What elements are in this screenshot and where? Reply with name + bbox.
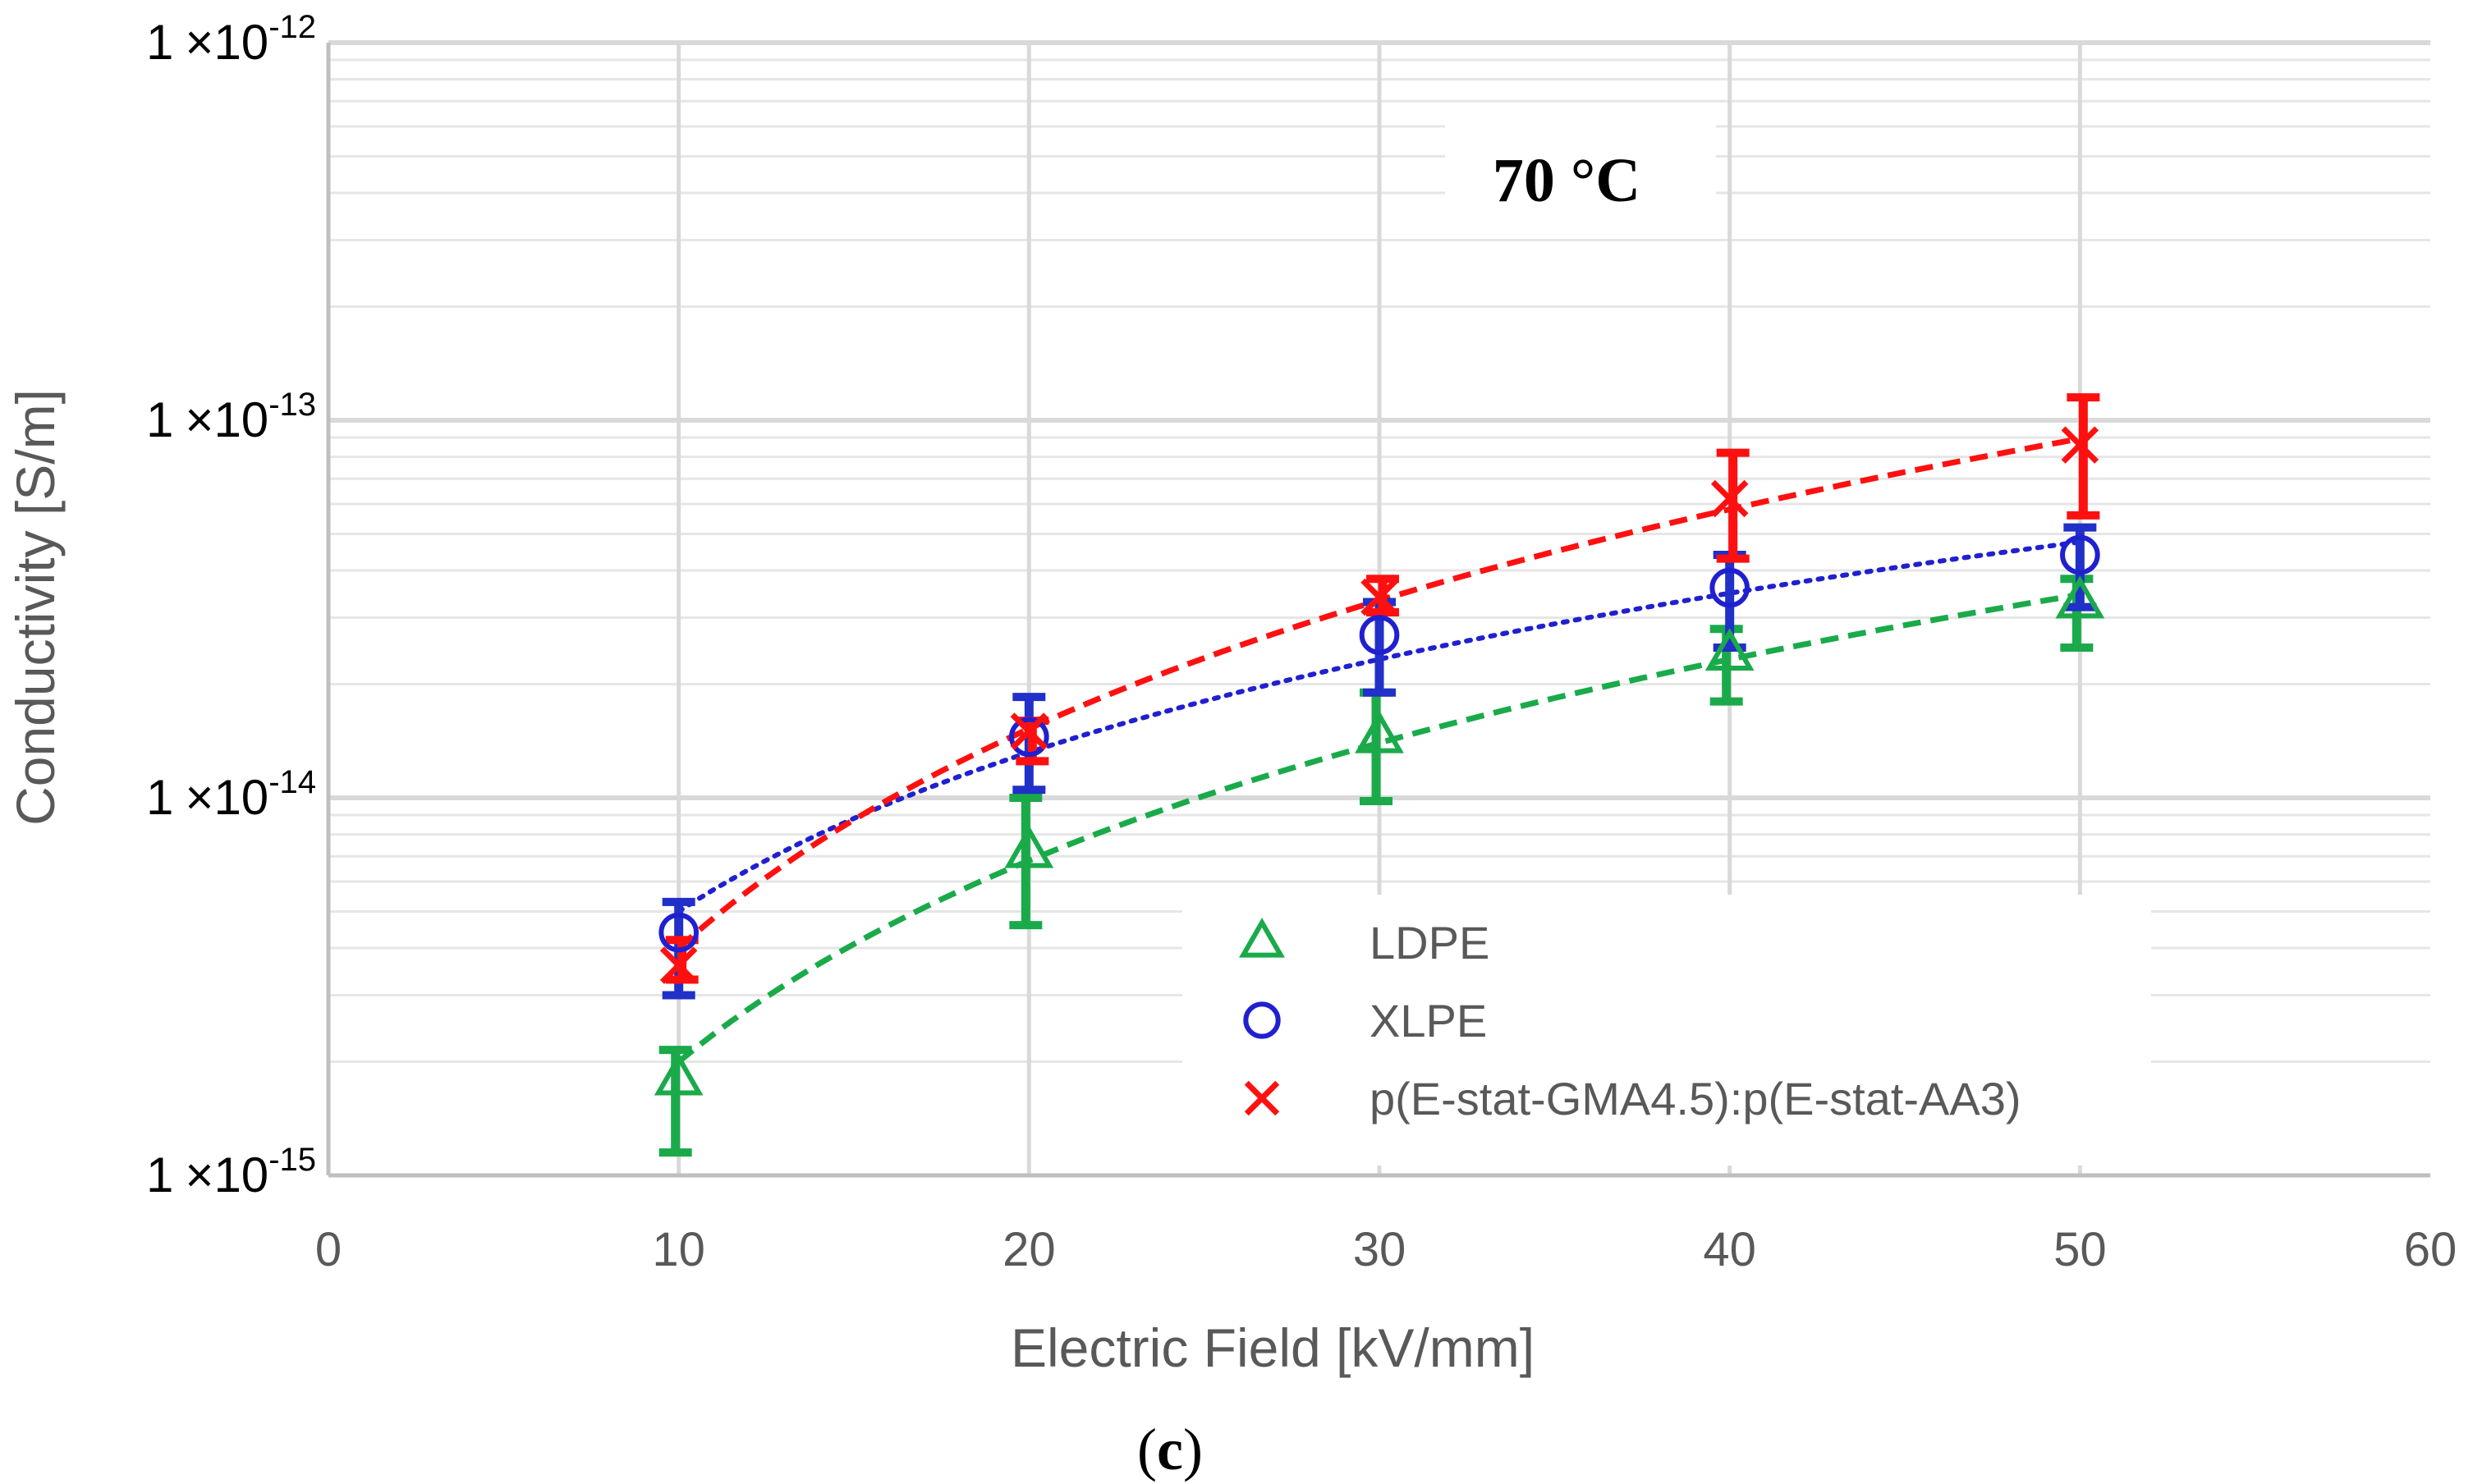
x-tick-label: 30 xyxy=(1353,1223,1406,1276)
data-point xyxy=(1009,717,1049,758)
circle-marker-shape xyxy=(1709,567,1750,608)
y-tick-label: 1 ×10-14 xyxy=(146,764,316,825)
data-point xyxy=(1709,567,1750,608)
temperature-annotation: 70 °C xyxy=(1493,146,1640,215)
x-marker-stroke xyxy=(2061,426,2099,464)
y-tick-exponent: -13 xyxy=(268,387,316,423)
circle-marker-shape xyxy=(658,912,699,953)
annotation-box xyxy=(1445,123,1716,238)
legend-marker xyxy=(1243,1001,1281,1039)
triangle-marker-shape xyxy=(654,1052,704,1096)
caption-open: ( xyxy=(1137,1417,1157,1482)
data-points xyxy=(654,426,2105,1096)
y-tick-base: 10 xyxy=(213,392,268,447)
y-tick-exponent: -15 xyxy=(268,1142,316,1178)
y-tick-times: × xyxy=(185,770,213,825)
x-tick-label: 0 xyxy=(315,1223,342,1276)
trend-line-2 xyxy=(676,539,2083,914)
legend-item: LDPE xyxy=(1239,917,1489,969)
triangle-marker-shape xyxy=(1004,825,1054,868)
y-tick-label: 1 ×10-13 xyxy=(146,387,316,447)
x-marker-stroke xyxy=(1710,479,1749,518)
x-marker-stroke xyxy=(1360,578,1398,616)
triangle-marker-shape xyxy=(1239,917,1285,958)
data-point xyxy=(2061,426,2099,464)
data-point xyxy=(2055,575,2105,619)
data-point xyxy=(659,946,698,984)
axes xyxy=(326,43,2430,1178)
data-point xyxy=(658,912,699,953)
triangle-marker-shape xyxy=(1704,628,1755,671)
y-tick-base: 10 xyxy=(213,1147,268,1202)
legend-marker xyxy=(1244,1080,1280,1116)
caption-close: ) xyxy=(1183,1417,1203,1482)
legend-item: XLPE xyxy=(1243,995,1487,1047)
data-point xyxy=(1355,710,1404,753)
caption-label: c xyxy=(1157,1417,1183,1482)
triangle-marker-shape xyxy=(1355,710,1404,753)
error-bar xyxy=(2067,393,2100,520)
legend-background xyxy=(1182,895,2151,1166)
legend-label: LDPE xyxy=(1370,917,1489,969)
circle-marker-shape xyxy=(1359,615,1400,655)
figure-caption: (c) xyxy=(1137,1417,1203,1482)
data-point xyxy=(1359,615,1400,655)
data-point xyxy=(2060,534,2100,575)
x-tick-labels: 0 10 20 30 40 50 60 xyxy=(315,1223,2457,1276)
data-point xyxy=(1004,825,1054,868)
y-tick-label: 1 ×10-15 xyxy=(146,1142,316,1202)
y-tick-mantissa: 1 xyxy=(146,392,173,447)
y-tick-mantissa: 1 xyxy=(146,15,173,70)
x-marker-stroke xyxy=(1244,1080,1280,1116)
y-tick-exponent: -14 xyxy=(268,764,316,800)
y-tick-labels: 1 ×10-151 ×10-141 ×10-131 ×10-12 xyxy=(146,9,316,1202)
y-tick-times: × xyxy=(185,1147,213,1202)
triangle-marker-shape xyxy=(2055,575,2105,619)
data-point xyxy=(1360,578,1398,616)
error-bar xyxy=(2063,523,2097,611)
y-tick-mantissa: 1 xyxy=(146,770,173,825)
x-tick-label: 50 xyxy=(2053,1223,2107,1276)
data-point xyxy=(1010,712,1048,750)
x-marker-stroke xyxy=(659,946,698,984)
data-point xyxy=(654,1052,704,1096)
legend: LDPE XLPE p(E-stat-GMA4.5):p(E-stat-AA3) xyxy=(1239,917,2021,1124)
circle-marker-shape xyxy=(2060,534,2100,575)
y-tick-base: 10 xyxy=(213,15,268,70)
x-tick-label: 20 xyxy=(1003,1223,1056,1276)
legend-label: XLPE xyxy=(1370,995,1487,1047)
x-axis-title: Electric Field [kV/mm] xyxy=(1011,1317,1535,1378)
y-tick-times: × xyxy=(185,15,213,70)
y-axis-title: Conductivity [S/m] xyxy=(5,389,66,826)
legend-label: p(E-stat-GMA4.5):p(E-stat-AA3) xyxy=(1370,1073,2021,1124)
legend-item: p(E-stat-GMA4.5):p(E-stat-AA3) xyxy=(1244,1073,2021,1124)
x-tick-label: 60 xyxy=(2404,1223,2457,1276)
circle-marker-shape xyxy=(1009,717,1049,758)
y-tick-base: 10 xyxy=(213,770,268,825)
circle-marker-shape xyxy=(1243,1001,1281,1039)
x-tick-label: 40 xyxy=(1703,1223,1756,1276)
y-tick-mantissa: 1 xyxy=(146,1147,173,1202)
legend-marker xyxy=(1239,917,1285,958)
error-bar xyxy=(1009,794,1043,930)
x-tick-label: 10 xyxy=(652,1223,705,1276)
x-marker-stroke xyxy=(1010,712,1048,750)
data-point xyxy=(1710,479,1749,518)
y-tick-label: 1 ×10-12 xyxy=(146,9,316,70)
y-tick-times: × xyxy=(185,392,213,447)
data-point xyxy=(1704,628,1755,671)
y-tick-exponent: -12 xyxy=(268,9,316,45)
